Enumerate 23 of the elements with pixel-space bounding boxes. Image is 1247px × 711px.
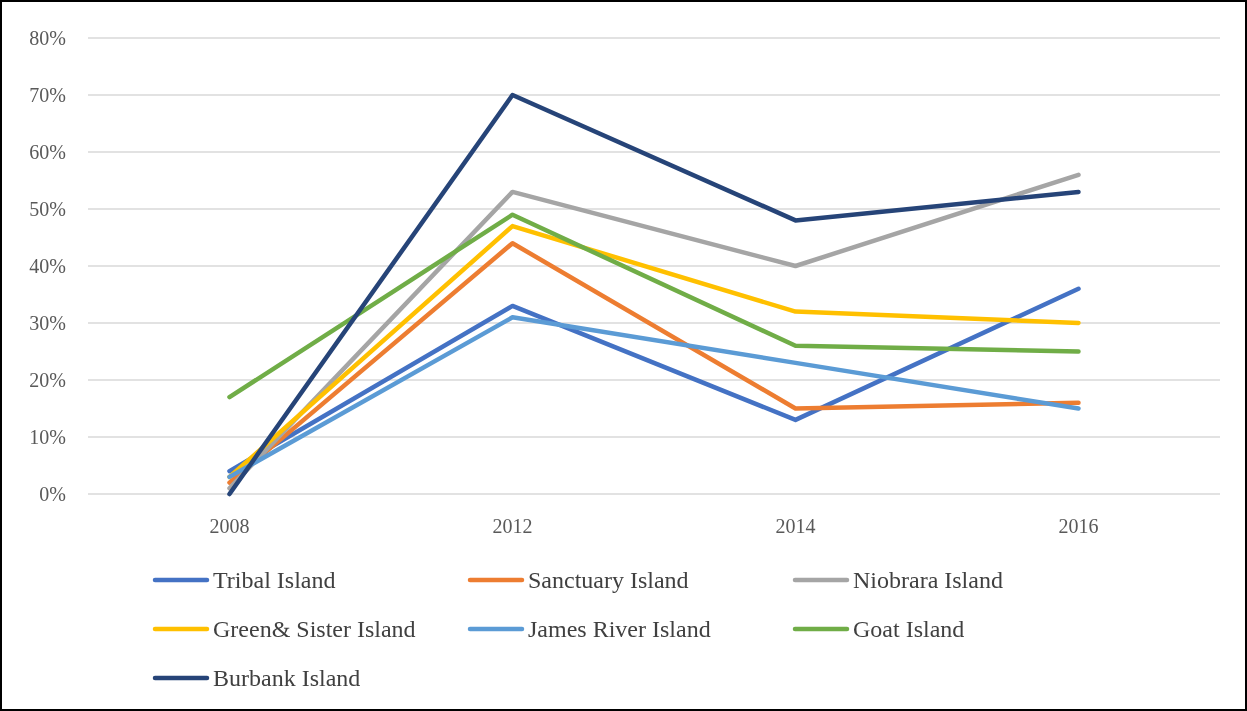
y-tick-label: 40% xyxy=(29,255,66,277)
legend-label: James River Island xyxy=(528,616,711,642)
legend-label: Niobrara Island xyxy=(853,567,1003,593)
y-tick-label: 80% xyxy=(29,27,66,49)
y-tick-label: 60% xyxy=(29,141,66,163)
line-series xyxy=(227,315,1081,480)
line-series xyxy=(227,92,1081,497)
legend-label: Goat Island xyxy=(853,616,965,642)
legend-label: Tribal Island xyxy=(213,567,336,593)
y-tick-label: 0% xyxy=(39,483,66,505)
y-tick-label: 70% xyxy=(29,84,66,106)
y-tick-label: 20% xyxy=(29,369,66,391)
x-tick-label: 2016 xyxy=(1058,515,1099,537)
y-tick-label: 30% xyxy=(29,312,66,334)
x-tick-label: 2008 xyxy=(209,515,250,537)
legend-label: Burbank Island xyxy=(213,665,361,691)
line-series xyxy=(227,212,1081,400)
x-tick-label: 2012 xyxy=(492,515,533,537)
legend-label: Green& Sister Island xyxy=(213,616,416,642)
y-tick-label: 50% xyxy=(29,198,66,220)
legend-label: Sanctuary Island xyxy=(528,567,689,593)
y-tick-label: 10% xyxy=(29,426,66,448)
x-tick-label: 2014 xyxy=(775,515,816,537)
